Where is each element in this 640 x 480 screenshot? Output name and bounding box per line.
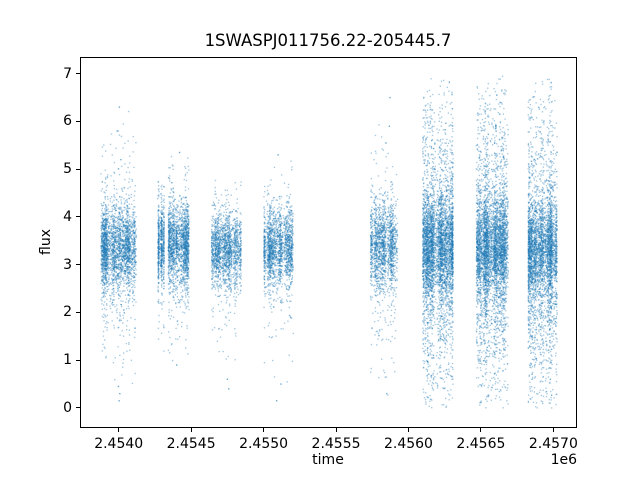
y-tick-mark	[76, 216, 80, 218]
y-tick-mark	[76, 407, 80, 409]
y-tick-label: 4	[63, 208, 72, 225]
y-tick-label: 7	[63, 65, 72, 82]
x-tick-mark	[263, 428, 265, 432]
y-tick-label: 2	[63, 304, 72, 321]
x-tick-label: 2.4570	[528, 436, 578, 452]
y-tick-label: 1	[63, 352, 72, 369]
x-tick-mark	[407, 428, 409, 432]
chart-title: 1SWASPJ011756.22-205445.7	[204, 31, 452, 50]
y-axis-label: flux	[38, 229, 54, 255]
x-axis-offset-text: 1e6	[550, 452, 577, 468]
x-tick-mark	[118, 428, 120, 432]
x-tick-label: 2.4555	[311, 436, 361, 452]
y-tick-mark	[76, 120, 80, 122]
x-tick-mark	[190, 428, 192, 432]
x-tick-label: 2.4540	[94, 436, 144, 452]
x-tick-label: 2.4550	[239, 436, 289, 452]
y-tick-label: 5	[63, 161, 72, 178]
x-axis-label: time	[312, 452, 344, 468]
y-tick-mark	[76, 311, 80, 313]
y-tick-mark	[76, 264, 80, 266]
x-tick-mark	[335, 428, 337, 432]
y-tick-mark	[76, 73, 80, 75]
y-tick-mark	[76, 359, 80, 361]
y-tick-label: 6	[63, 113, 72, 130]
x-tick-label: 2.4545	[166, 436, 216, 452]
y-tick-label: 0	[63, 399, 72, 416]
x-tick-mark	[480, 428, 482, 432]
x-tick-label: 2.4560	[383, 436, 433, 452]
x-tick-label: 2.4565	[456, 436, 506, 452]
y-tick-label: 3	[63, 256, 72, 273]
y-tick-mark	[76, 168, 80, 170]
x-tick-mark	[552, 428, 554, 432]
plot-area	[80, 57, 577, 428]
